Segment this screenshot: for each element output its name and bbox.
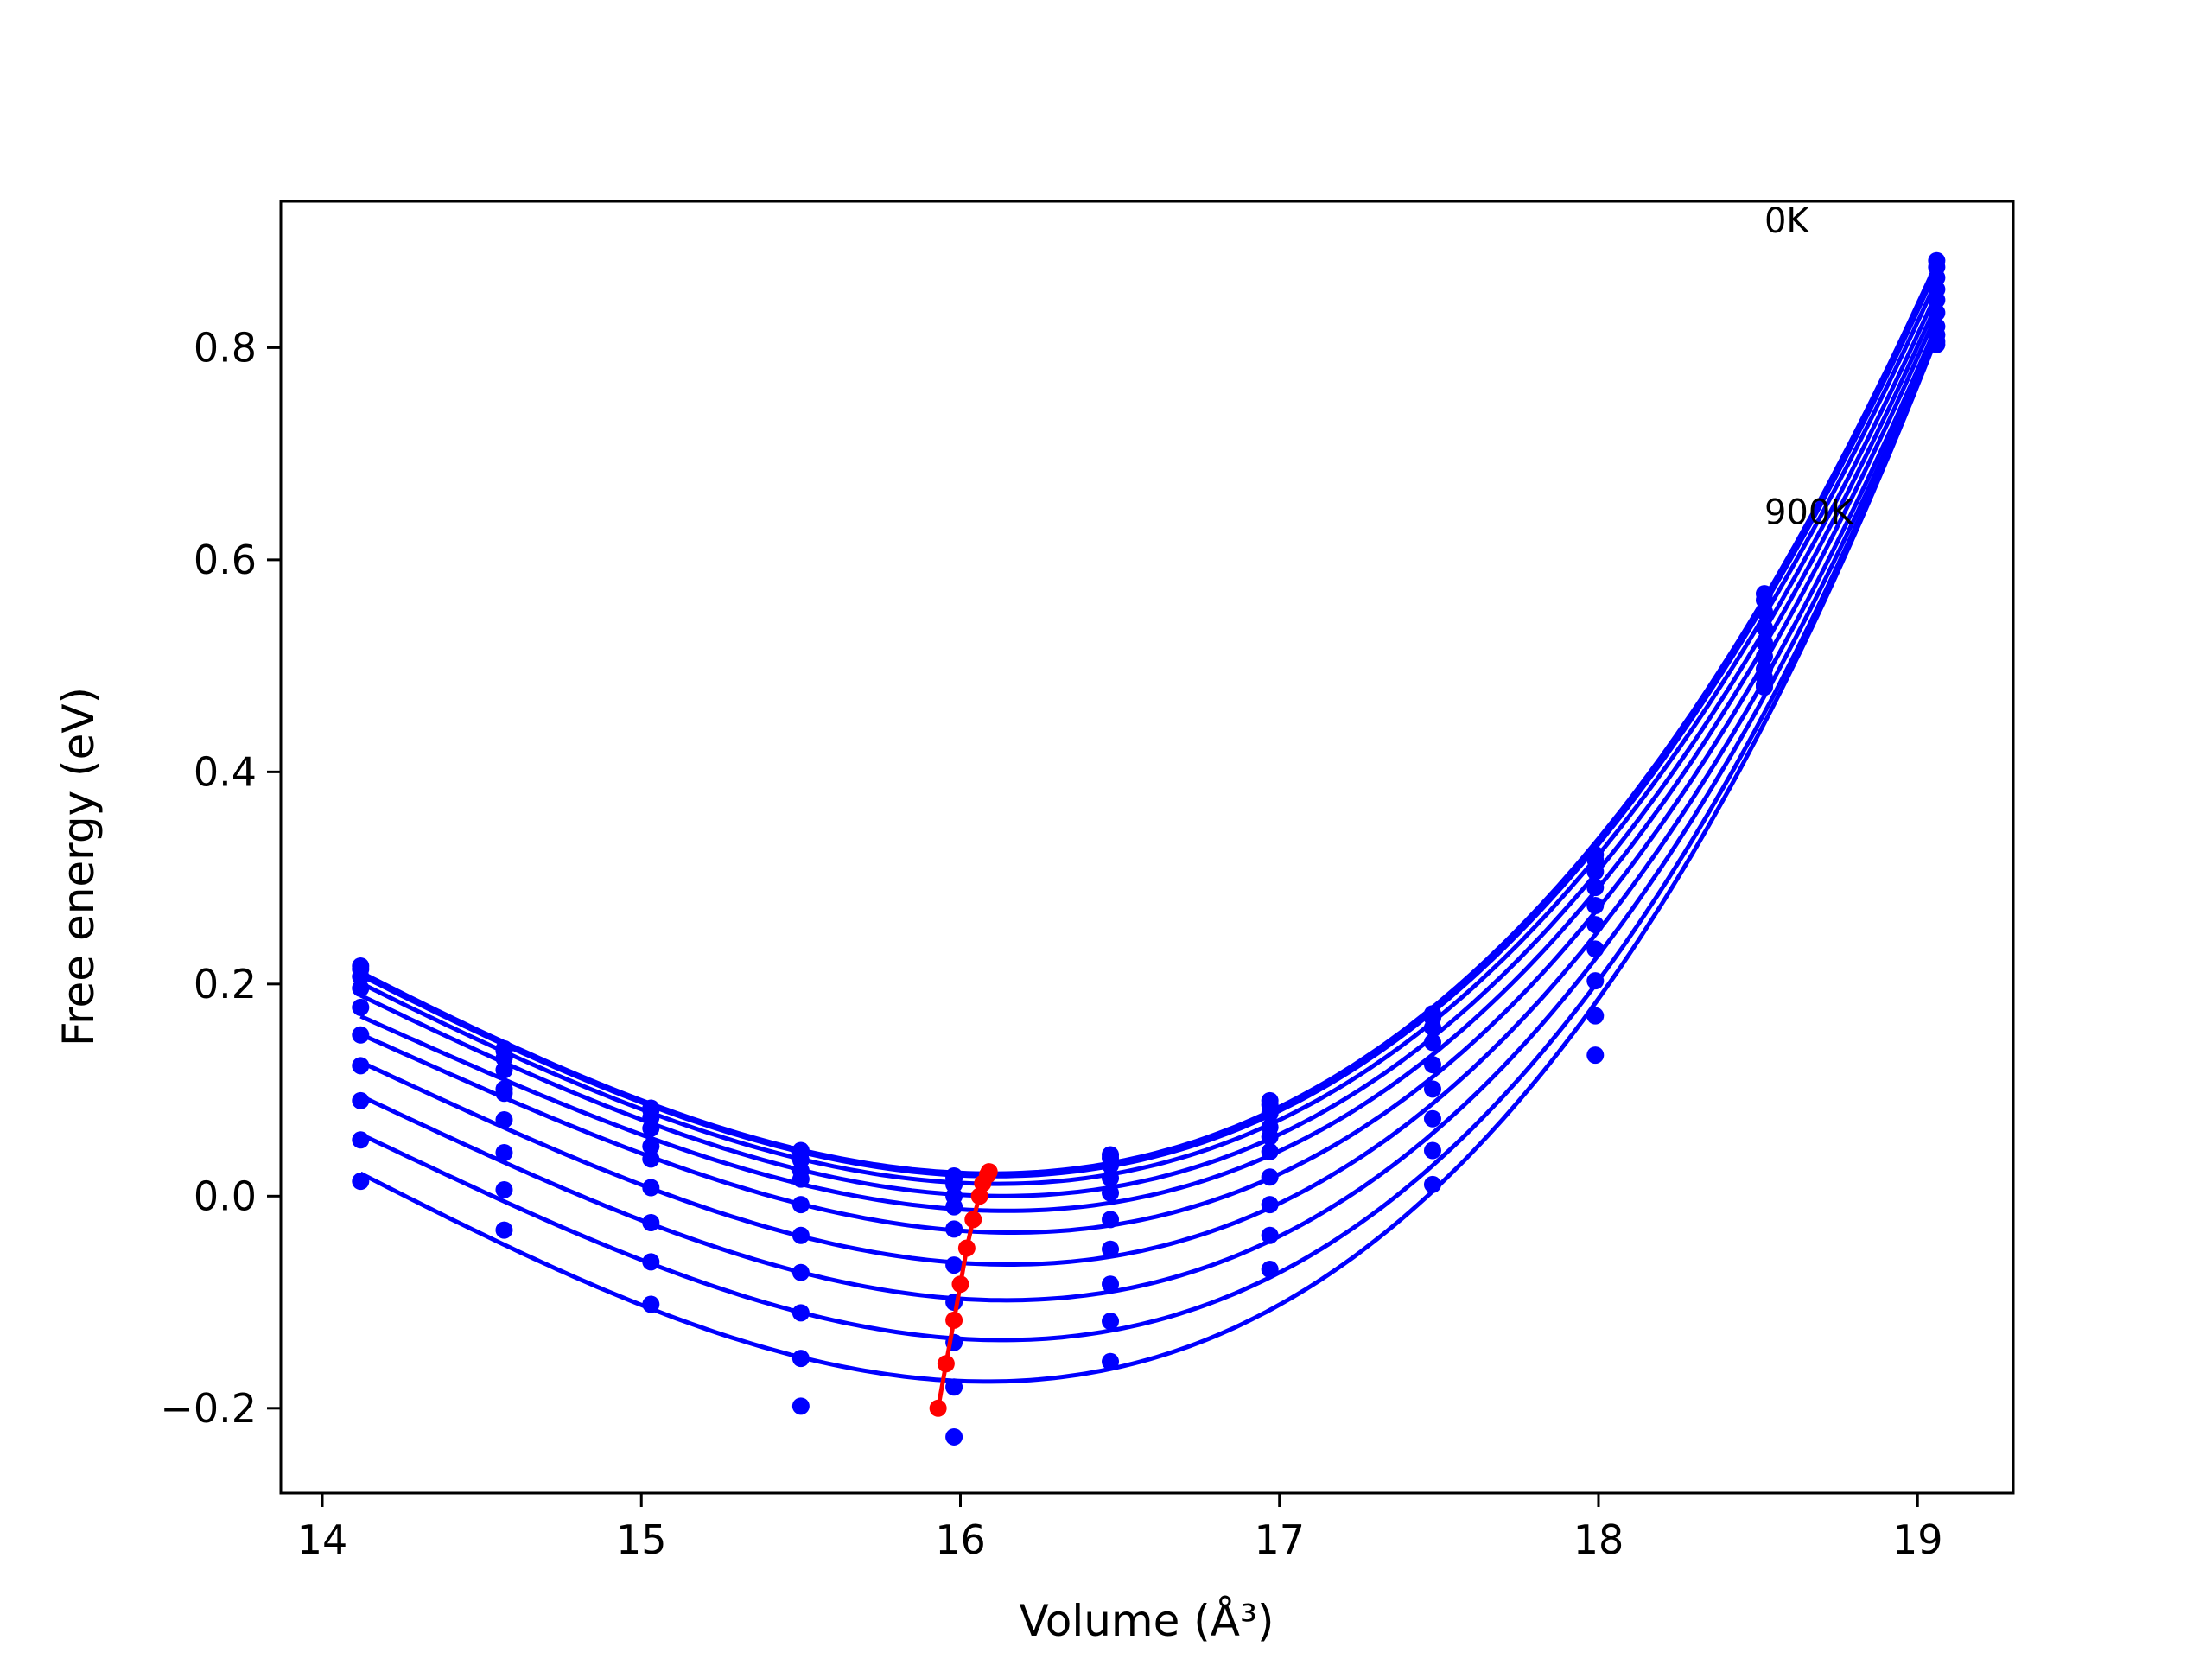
data-point-900K (642, 1295, 660, 1313)
data-point-700K (791, 1263, 810, 1281)
data-point-200K (1102, 1156, 1120, 1174)
y-axis-label: Free energy (eV) (54, 687, 104, 1046)
fit-curve-100K (359, 268, 1939, 1179)
axes-frame (279, 200, 2015, 1495)
data-point-800K (352, 1131, 370, 1149)
x-axis-label: Volume (Å³) (1019, 1596, 1274, 1646)
fit-curve-500K (359, 313, 1939, 1235)
data-point-900K (1261, 1261, 1279, 1279)
data-point-500K (1423, 1080, 1441, 1098)
x-tick-label: 16 (935, 1516, 986, 1563)
data-point-700K (642, 1214, 660, 1232)
data-point-600K (1261, 1168, 1279, 1186)
data-point (945, 1427, 963, 1446)
fit-curve-900K (359, 336, 1939, 1384)
fit-curve-200K (359, 279, 1939, 1186)
data-point-900K (1755, 678, 1773, 696)
data-point-500K (642, 1150, 660, 1168)
data-point-400K (1928, 291, 1946, 309)
data-point-900K (352, 1173, 370, 1191)
data-point-700K (495, 1143, 513, 1161)
y-tick-label: −0.2 (160, 1385, 257, 1432)
data-point-800K (642, 1253, 660, 1271)
x-tick-label: 19 (1892, 1516, 1943, 1563)
data-point-900K (791, 1350, 810, 1368)
fit-curve-300K (359, 291, 1939, 1198)
data-point-300K (495, 1061, 513, 1079)
data-point-500K (945, 1220, 963, 1238)
data-point-400K (1102, 1184, 1120, 1202)
fit-curve-700K (359, 330, 1939, 1303)
data-point-800K (1102, 1313, 1120, 1331)
data-point-500K (352, 1026, 370, 1044)
x-tick-label: 18 (1573, 1516, 1624, 1563)
data-point-300K (352, 979, 370, 997)
data-point-700K (1423, 1141, 1441, 1160)
data-point-600K (791, 1226, 810, 1244)
data-point-900K (495, 1221, 513, 1239)
data-point-900K (1102, 1352, 1120, 1370)
fit-curve-400K (359, 302, 1939, 1213)
data-point-900K (1586, 1046, 1605, 1065)
data-point-800K (791, 1304, 810, 1322)
minimum-point (937, 1355, 955, 1373)
minimum-point (929, 1399, 947, 1417)
data-point-700K (352, 1091, 370, 1109)
y-tick-label: 0.6 (194, 537, 257, 583)
data-point-500K (1102, 1211, 1120, 1229)
data-point-900K (1928, 335, 1946, 353)
data-point-600K (1423, 1109, 1441, 1128)
data-point-600K (495, 1110, 513, 1128)
data-point-500K (1928, 303, 1946, 321)
data-point-900K (945, 1378, 963, 1396)
data-point-600K (352, 1057, 370, 1075)
minimum-point (945, 1311, 963, 1329)
data-point-500K (1261, 1142, 1279, 1160)
data-point-400K (1261, 1128, 1279, 1146)
data-point-300K (1755, 619, 1773, 637)
annotation-label: 900K (1764, 493, 1854, 533)
x-tick-label: 17 (1254, 1516, 1305, 1563)
data-point-500K (1755, 647, 1773, 665)
fit-curve-800K (359, 334, 1939, 1343)
data-point (791, 1397, 810, 1415)
axis-ticks: 14 15 16 17 18 19 −0.2 0.0 0.2 0.4 0.6 0.8 (160, 324, 1942, 1563)
minimum-point (957, 1239, 976, 1257)
data-point-400K (945, 1198, 963, 1216)
data-point-700K (1261, 1196, 1279, 1214)
data-point-500K (495, 1084, 513, 1103)
fit-curve-600K (359, 324, 1939, 1267)
data-point-300K (1423, 1033, 1441, 1052)
data-point-700K (1102, 1275, 1120, 1294)
data-point-400K (642, 1137, 660, 1155)
data-point-600K (1102, 1240, 1120, 1258)
annotations: 0K 900K (1764, 201, 1854, 533)
minimum-point (964, 1211, 982, 1229)
data-point-200K (1755, 603, 1773, 621)
y-tick-label: 0.2 (194, 961, 257, 1007)
annotation-label: 0K (1764, 201, 1810, 241)
data-point-400K (352, 998, 370, 1016)
data-point-300K (1102, 1169, 1120, 1187)
y-tick-label: 0.4 (194, 748, 257, 795)
data-point-600K (945, 1256, 963, 1274)
y-tick-label: 0.8 (194, 324, 257, 371)
data-point-600K (642, 1179, 660, 1197)
y-tick-label: 0.0 (194, 1173, 257, 1219)
data-point-400K (1423, 1056, 1441, 1074)
data-point-400K (791, 1170, 810, 1188)
minimum-point (980, 1163, 998, 1181)
minimum-point (951, 1275, 969, 1294)
plot-area (352, 251, 1946, 1446)
data-point-500K (791, 1196, 810, 1214)
x-tick-label: 14 (297, 1516, 348, 1563)
x-tick-label: 15 (616, 1516, 667, 1563)
data-point-300K (642, 1119, 660, 1137)
data-point-800K (1261, 1226, 1279, 1244)
data-point-800K (495, 1180, 513, 1198)
data-point-400K (1755, 633, 1773, 652)
data-point-200K (1261, 1104, 1279, 1122)
